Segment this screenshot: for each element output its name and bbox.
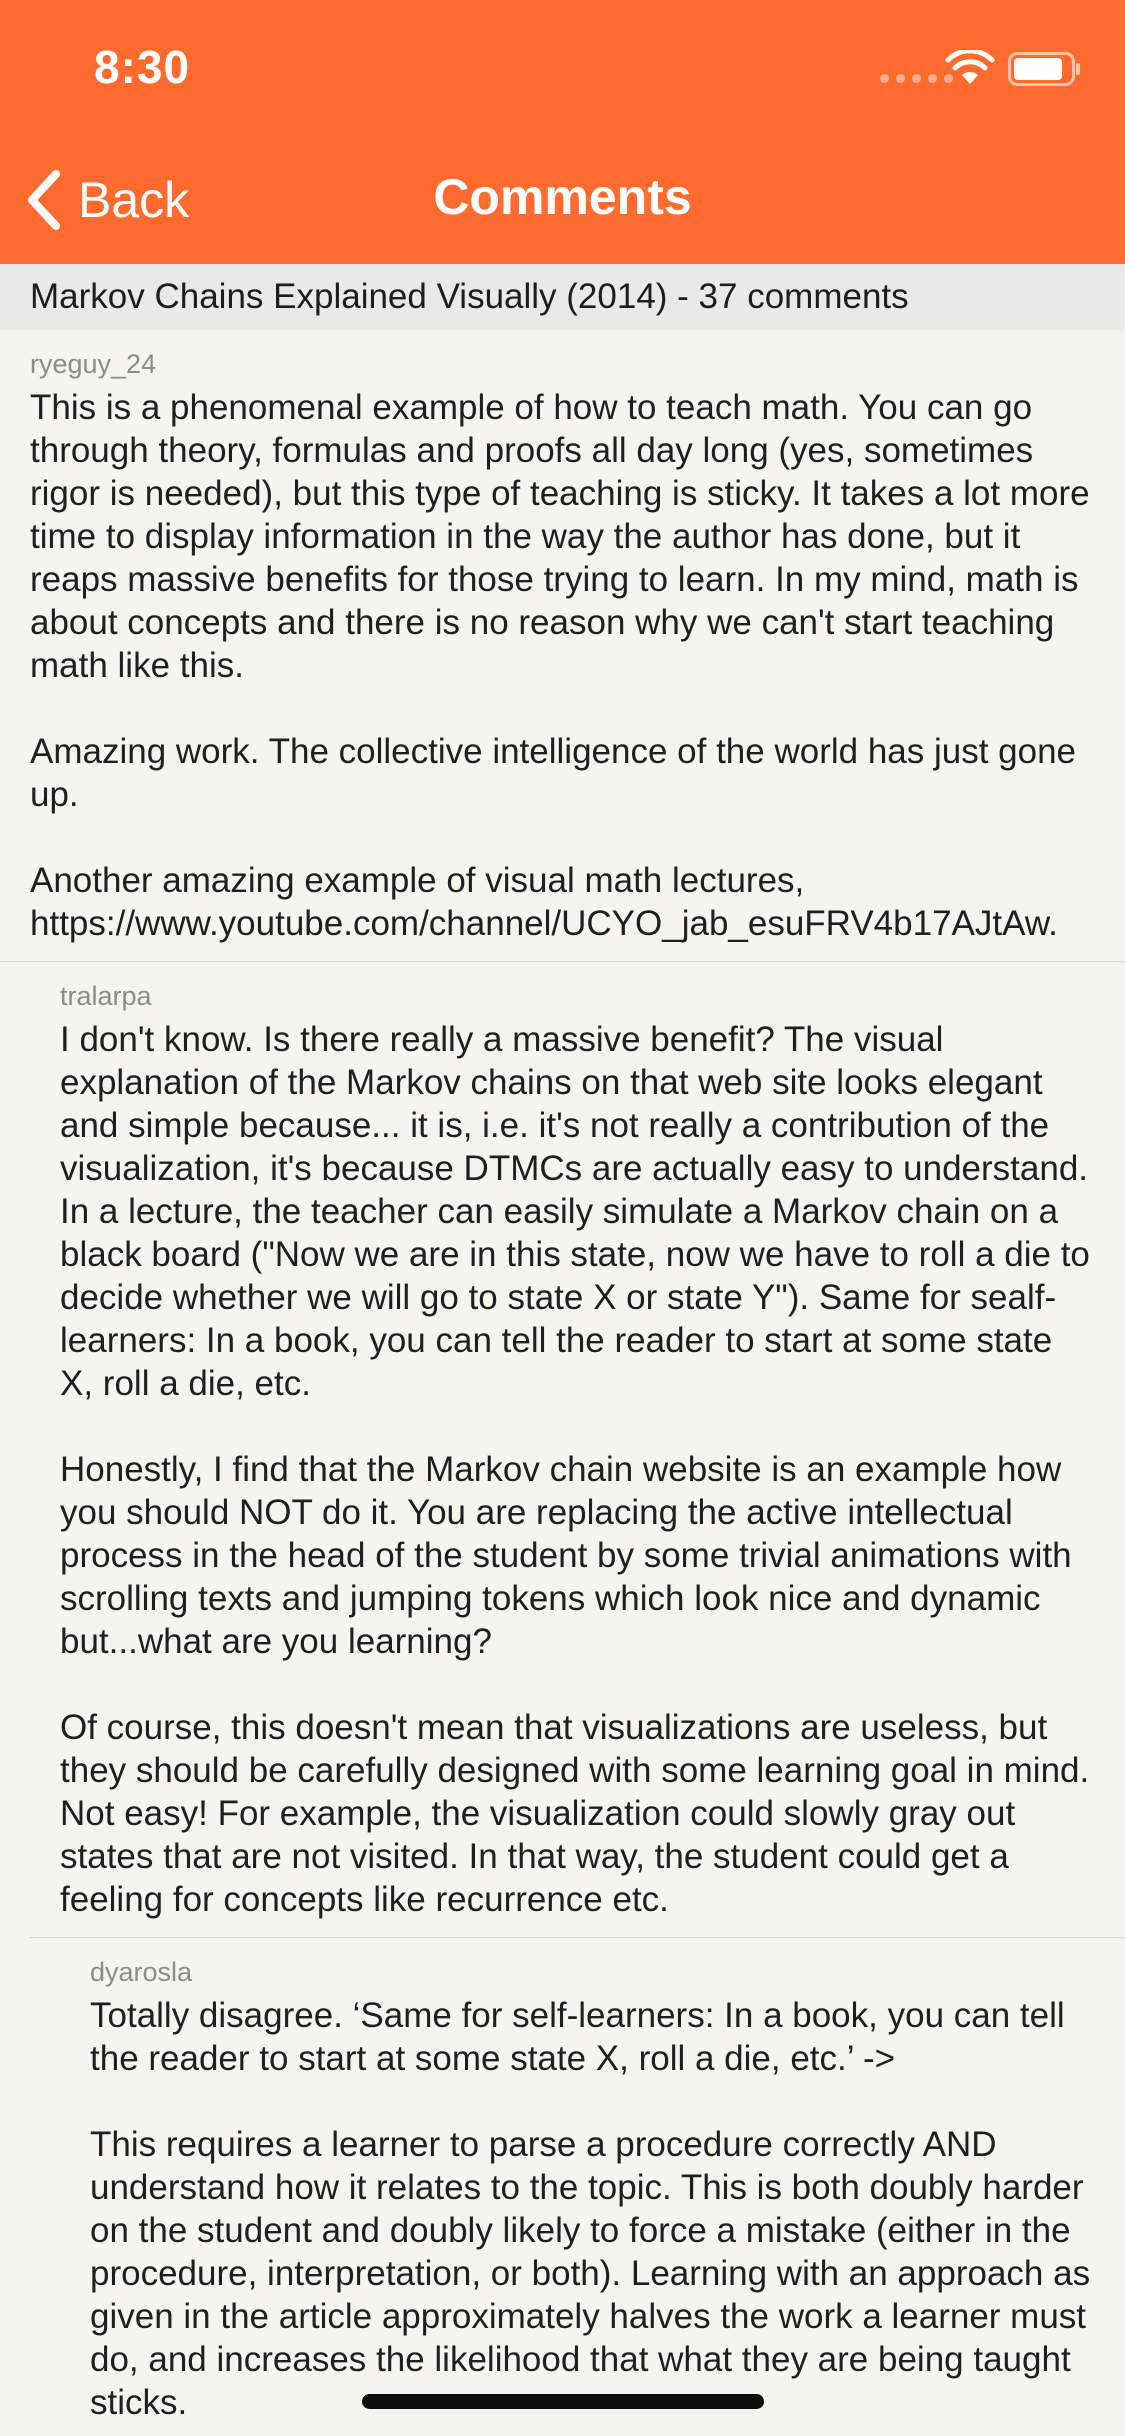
home-indicator[interactable] bbox=[362, 2394, 764, 2409]
comment-body: I don't know. Is there really a massive … bbox=[60, 1018, 1091, 1921]
comment-paragraph: Totally disagree. ‘Same for self-learner… bbox=[90, 1996, 1065, 2078]
battery-icon bbox=[1008, 52, 1080, 86]
comment-paragraph: This is a phenomenal example of how to t… bbox=[30, 388, 1090, 685]
comment-body: This is a phenomenal example of how to t… bbox=[30, 386, 1091, 945]
comment-author[interactable]: tralarpa bbox=[60, 981, 152, 1011]
story-header: Markov Chains Explained Visually (2014) … bbox=[0, 264, 1125, 330]
comment: ryeguy_24 This is a phenomenal example o… bbox=[0, 330, 1125, 962]
comment-paragraph: This requires a learner to parse a proce… bbox=[90, 2125, 1091, 2422]
comment-author[interactable]: ryeguy_24 bbox=[30, 349, 157, 379]
comment-body: Totally disagree. ‘Same for self-learner… bbox=[90, 1994, 1091, 2424]
wifi-icon bbox=[945, 50, 995, 84]
comment-author[interactable]: dyarosla bbox=[90, 1957, 193, 1987]
comment-paragraph: Amazing work. The collective intelligenc… bbox=[30, 732, 1077, 814]
comment-paragraph: Another amazing example of visual math l… bbox=[30, 861, 1058, 943]
comment-paragraph: I don't know. Is there really a massive … bbox=[60, 1020, 1090, 1403]
page-title: Comments bbox=[433, 169, 692, 225]
comment-paragraph: Of course, this doesn't mean that visual… bbox=[60, 1708, 1090, 1919]
comment-list: ryeguy_24 This is a phenomenal example o… bbox=[0, 330, 1125, 2424]
cellular-signal-icon bbox=[880, 74, 953, 83]
app-header: 8:30 Back Comments bbox=[0, 0, 1125, 264]
chevron-left-icon bbox=[28, 170, 60, 230]
status-time: 8:30 bbox=[94, 41, 191, 93]
comment-reply-nested: dyarosla Totally disagree. ‘Same for sel… bbox=[60, 1938, 1125, 2424]
comment-reply: tralarpa I don't know. Is there really a… bbox=[30, 962, 1125, 1938]
back-button[interactable]: Back bbox=[24, 164, 189, 236]
back-label: Back bbox=[78, 172, 190, 228]
comment-paragraph: Honestly, I find that the Markov chain w… bbox=[60, 1450, 1072, 1661]
